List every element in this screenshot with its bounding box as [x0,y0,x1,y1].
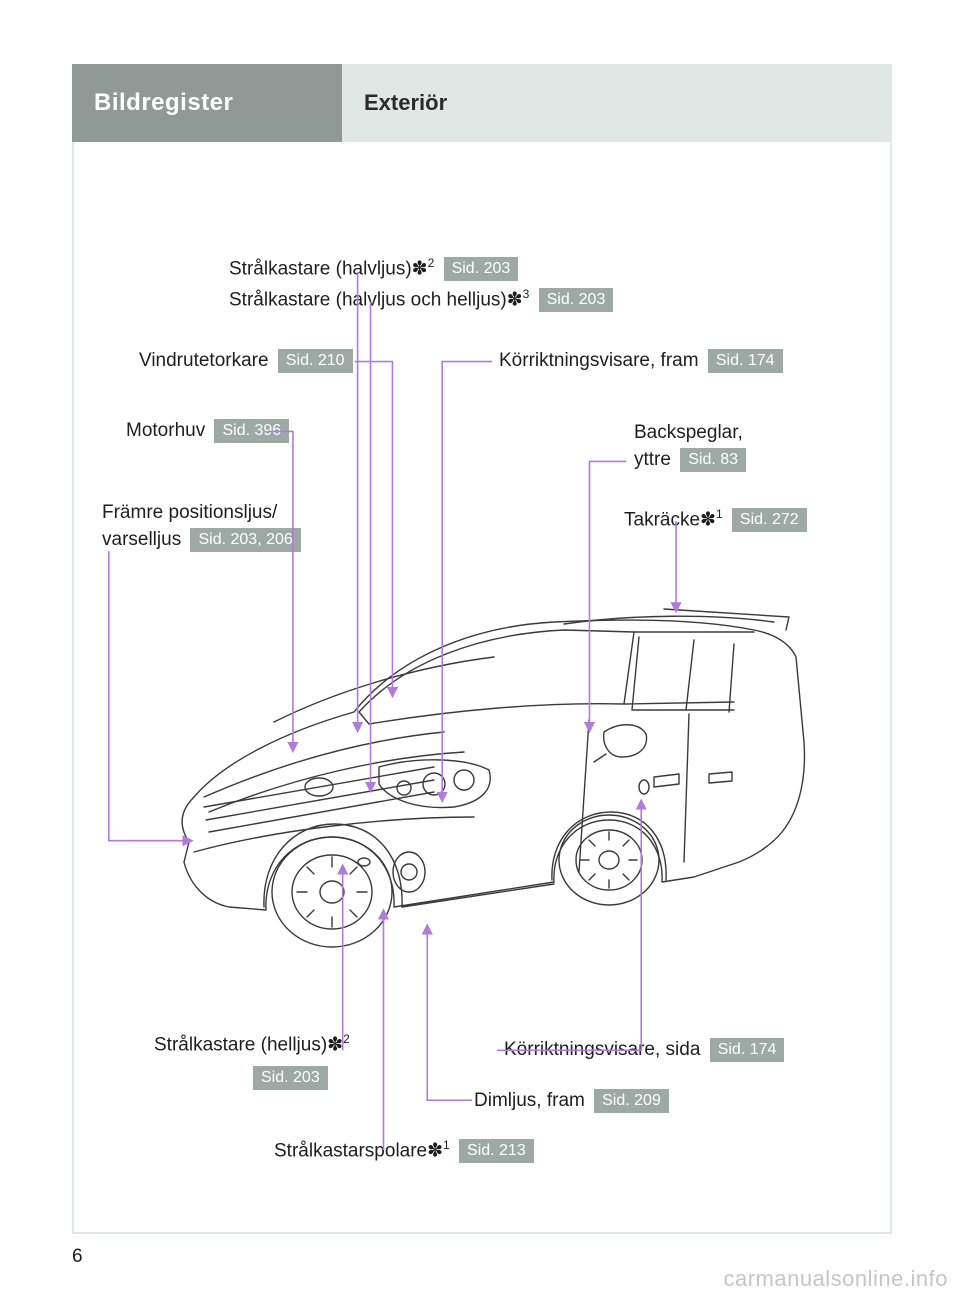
label-positionsljus: Främre positionsljus/ varselljus Sid. 20… [102,502,301,552]
header-banner: Bildregister Exteriör [72,64,892,142]
label-helljus-full: Strålkastare (halvljus och helljus)✽3 Si… [229,287,613,312]
page-ref[interactable]: Sid. 209 [594,1089,669,1113]
page-ref[interactable]: Sid. 174 [708,349,783,373]
page-ref[interactable]: Sid. 272 [732,508,807,532]
label-vindrute: Vindrutetorkare Sid. 210 [139,349,353,373]
page-ref[interactable]: Sid. 210 [278,349,353,373]
page-ref[interactable]: Sid. 396 [214,419,289,443]
label-takracke: Takräcke✽1 Sid. 272 [624,507,807,532]
label-dimljus: Dimljus, fram Sid. 209 [474,1089,669,1113]
page-ref[interactable]: Sid. 203 [539,288,614,312]
label-korrikt-fram: Körriktningsvisare, fram Sid. 174 [499,349,783,373]
label-backspeglar: Backspeglar, yttre Sid. 83 [634,422,746,472]
label-korrikt-sida: Körriktningsvisare, sida Sid. 174 [504,1038,784,1062]
page-ref[interactable]: Sid. 203, 206 [190,528,300,552]
page-number: 6 [72,1246,83,1268]
page-ref[interactable]: Sid. 174 [710,1038,785,1062]
page-ref[interactable]: Sid. 203 [253,1066,328,1090]
manual-page: Bildregister Exteriör Strålkastare (halv… [72,64,892,1234]
label-spolare: Strålkastarspolare✽1 Sid. 213 [274,1138,534,1163]
diagram-area: Strålkastare (halvljus)✽2 Sid. 203 Strål… [72,142,892,1234]
page-ref[interactable]: Sid. 213 [459,1139,534,1163]
page-ref[interactable]: Sid. 203 [444,257,519,281]
section-tab: Bildregister [72,64,342,142]
label-halvljus: Strålkastare (halvljus)✽2 Sid. 203 [229,256,518,281]
page-title: Exteriör [342,64,892,142]
watermark: carmanualsonline.info [723,1266,948,1292]
label-helljus: Strålkastare (helljus)✽2 Sid. 203 [154,1032,350,1090]
label-motorhuv: Motorhuv Sid. 396 [126,419,289,443]
car-illustration [134,562,834,962]
page-ref[interactable]: Sid. 83 [680,448,746,472]
